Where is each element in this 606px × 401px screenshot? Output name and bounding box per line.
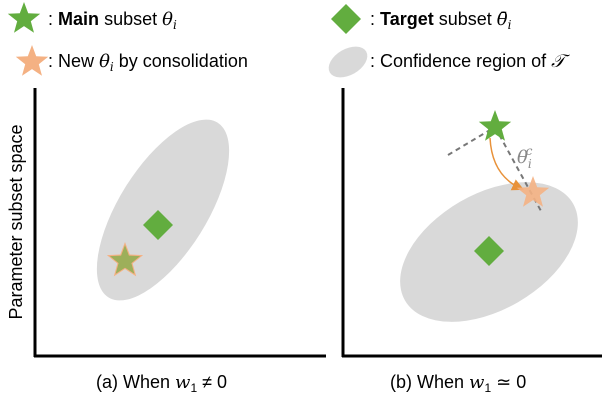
legend-icon: [7, 2, 41, 33]
legend-new: : New θi by consolidation: [48, 51, 248, 74]
axis-label: Parameter subset space: [6, 124, 26, 319]
dashed-line: [494, 126, 542, 212]
target-diamond: [143, 210, 173, 240]
legend-icon: [15, 45, 49, 76]
legend-region: : Confidence region of 𝒯: [370, 51, 570, 72]
main-star: [478, 110, 512, 141]
confidence-region: [96, 119, 230, 301]
dashed-line: [447, 126, 496, 156]
target-diamond: [474, 236, 504, 266]
caption: (a) When w1 ≠ 0: [96, 372, 227, 395]
new-star: [516, 176, 550, 207]
main-star: [109, 245, 141, 274]
legend-main: : Main subset θi: [48, 9, 177, 32]
angle-label: θic: [517, 144, 533, 171]
legend-target: : Target subset θ̄i: [370, 9, 512, 32]
legend-icon: [331, 4, 361, 34]
caption: (b) When w1 ≃ 0: [390, 372, 526, 395]
consolidation-arrow: [489, 137, 525, 191]
legend-icon: [328, 46, 368, 78]
